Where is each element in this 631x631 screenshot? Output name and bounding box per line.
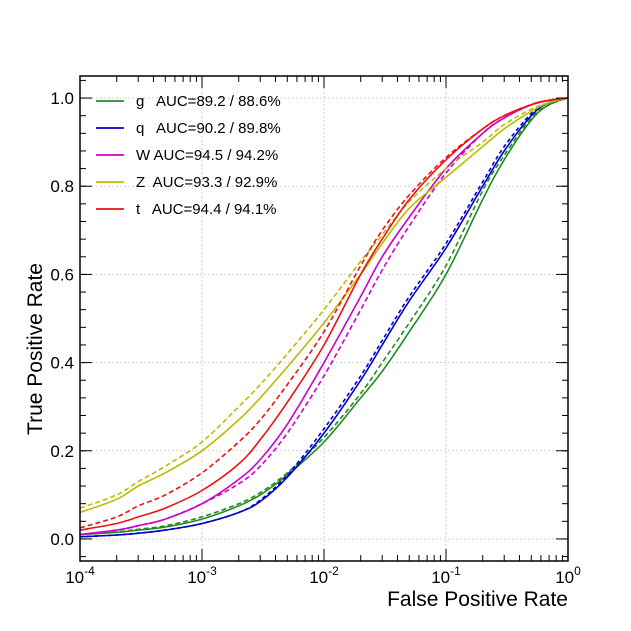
x-tick-exponent: -1 (450, 564, 461, 578)
legend: g AUC=89.2 / 88.6% q AUC=90.2 / 89.8% W AU… (96, 93, 281, 218)
curve-W-dashed (79, 97, 569, 536)
x-tick-base: 10 (187, 568, 206, 587)
axis-ticks (79, 76, 569, 561)
x-tick-exponent: -4 (84, 564, 95, 578)
x-tick-label: 10-4 (65, 564, 95, 587)
curve-g-dashed (79, 97, 569, 536)
x-tick-base: 10 (309, 568, 328, 587)
y-tick-label: 0.8 (50, 177, 74, 196)
y-axis-label: True Positive Rate (24, 263, 47, 435)
x-tick-label: 10-1 (431, 564, 461, 587)
x-tick-exponent: 0 (574, 564, 581, 578)
x-tick-label: 10-2 (309, 564, 339, 587)
y-tick-label: 0.4 (50, 354, 74, 373)
legend-label-g: g AUC=89.2 / 88.6% (136, 93, 281, 110)
x-tick-label: 100 (555, 564, 581, 587)
roc-curves (79, 97, 569, 538)
x-tick-exponent: -3 (206, 564, 217, 578)
x-axis-label: False Positive Rate (387, 588, 568, 611)
curve-Z-dashed (79, 97, 569, 509)
y-tick-label: 0.6 (50, 265, 74, 284)
legend-label-t: t AUC=94.4 / 94.1% (136, 201, 277, 218)
legend-label-Z: Z AUC=93.3 / 92.9% (136, 174, 277, 191)
x-tick-label: 10-3 (187, 564, 217, 587)
x-tick-exponent: -2 (328, 564, 339, 578)
y-tick-label: 0.0 (50, 530, 74, 549)
y-tick-label: 0.2 (50, 442, 74, 461)
curve-q-dashed (79, 97, 569, 538)
legend-label-W: W AUC=94.5 / 94.2% (136, 147, 278, 164)
legend-label-q: q AUC=90.2 / 89.8% (136, 120, 281, 137)
x-tick-base: 10 (431, 568, 450, 587)
curve-g-solid (79, 97, 569, 536)
x-tick-base: 10 (555, 568, 574, 587)
curve-t-dashed (79, 97, 569, 529)
x-tick-base: 10 (65, 568, 84, 587)
y-tick-label: 1.0 (50, 89, 74, 108)
